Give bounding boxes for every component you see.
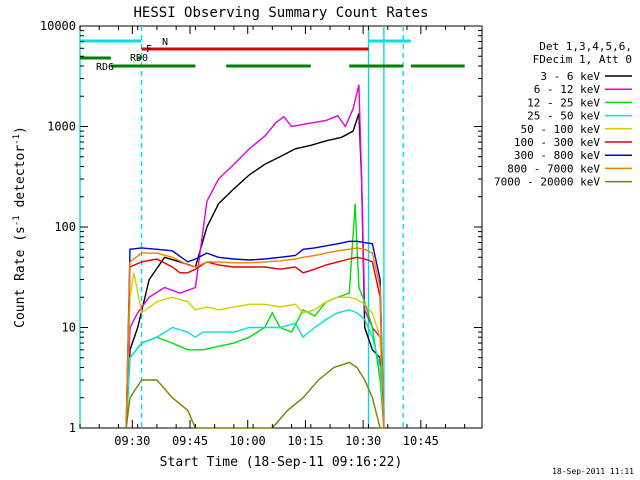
flag-label-f: F (146, 44, 152, 55)
series-line-2 (125, 84, 385, 429)
y-tick-label: 10 (62, 321, 76, 335)
footer-timestamp: 18-Sep-2011 11:11 (552, 467, 634, 476)
flag-label-n: N (162, 37, 168, 48)
y-tick-label: 10000 (40, 19, 76, 33)
x-axis-label: Start Time (18-Sep-11 09:16:22) (160, 455, 403, 470)
legend-label: 50 - 100 keV (521, 123, 601, 136)
series-line-4 (125, 309, 385, 429)
series-line-7 (125, 240, 385, 429)
legend-header-1: Det 1,3,4,5,6, (539, 40, 632, 53)
legend: Det 1,3,4,5,6, FDecim 1, Att 0 3 - 6 keV… (494, 40, 632, 189)
chart-title: HESSI Observing Summary Count Rates (133, 5, 428, 21)
legend-label: 12 - 25 keV (527, 96, 600, 109)
legend-label: 3 - 6 keV (540, 70, 600, 83)
series-lines (125, 84, 385, 429)
legend-label: 100 - 300 keV (514, 136, 600, 149)
flag-label-rd6: RD6 (96, 62, 114, 73)
x-axis-ticks: 09:30 09:45 10:00 10:15 10:30 10:45 (79, 26, 466, 448)
y-axis-ticks: 1 10 100 1000 10000 (40, 19, 482, 435)
legend-label: 6 - 12 keV (534, 83, 601, 96)
series-line-5 (125, 272, 385, 429)
y-label-sup1: -1 (12, 215, 22, 226)
x-tick-label: 10:00 (230, 434, 266, 448)
y-label-sup2: -1 (12, 134, 22, 145)
x-tick-label: 09:45 (172, 434, 208, 448)
y-axis-label: Count Rate (s-1 detector-1) (12, 126, 28, 328)
y-label-mid: detector (13, 145, 28, 216)
legend-label: 800 - 7000 keV (507, 162, 600, 175)
plot-frame (79, 25, 483, 429)
series-line-8 (125, 247, 385, 429)
legend-header-2: FDecim 1, Att 0 (533, 53, 632, 66)
legend-label: 300 - 800 keV (514, 149, 600, 162)
plot-area (79, 25, 483, 429)
x-tick-label: 09:30 (114, 434, 150, 448)
y-tick-label: 1 (69, 421, 76, 435)
y-label-end: ) (13, 126, 28, 134)
legend-label: 25 - 50 keV (527, 110, 600, 123)
series-line-6 (125, 256, 385, 429)
x-tick-label: 10:45 (403, 434, 439, 448)
x-tick-label: 10:30 (345, 434, 381, 448)
y-tick-label: 100 (54, 220, 76, 234)
series-line-3 (125, 203, 385, 429)
vertical-markers (79, 26, 404, 428)
series-line-9 (125, 361, 384, 429)
y-tick-label: 1000 (47, 120, 76, 134)
legend-label: 7000 - 20000 keV (494, 176, 600, 189)
flag-label-rd0: RD0 (130, 53, 148, 64)
series-line-1 (125, 113, 385, 429)
x-tick-label: 10:15 (287, 434, 323, 448)
y-label-main: Count Rate (s (13, 226, 28, 328)
